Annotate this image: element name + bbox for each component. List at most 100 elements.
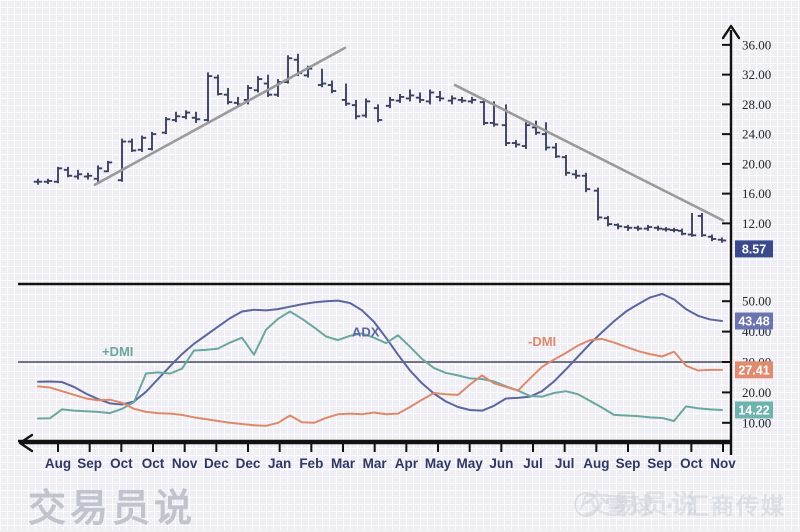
ohlc-bar	[405, 89, 415, 102]
x-tick-label: Dec	[204, 456, 229, 471]
ohlc-bar	[351, 99, 361, 120]
ohlc-bar	[147, 131, 157, 151]
ohlc-bar	[511, 140, 521, 148]
y-tick-label: 16.00	[742, 186, 771, 201]
ohlc-bar	[63, 166, 73, 178]
x-tick-label: Oct	[142, 456, 165, 471]
ohlc-bar	[643, 224, 653, 231]
ohlc-bar	[707, 234, 717, 242]
ohlc-bar	[341, 83, 351, 106]
x-tick-label: Mar	[331, 456, 356, 471]
series-ADX	[37, 292, 723, 412]
ohlc-bar	[571, 169, 581, 179]
ohlc-bar	[83, 172, 93, 180]
y-tick-label: 12.00	[742, 216, 771, 231]
y-tick-label: 32.00	[742, 67, 771, 82]
ohlc-bar	[43, 178, 53, 184]
ohlc-bar	[661, 227, 671, 232]
x-tick-label: Jan	[268, 456, 291, 471]
ohlc-bar	[717, 237, 727, 243]
ohlc-bar	[653, 225, 663, 231]
badge-ADX-bg	[735, 312, 773, 330]
watermark-bottom-left: 交易员说	[28, 486, 197, 530]
ohlc-bar	[263, 74, 273, 97]
price-value-badge: 8.57	[735, 240, 773, 258]
ohlc-bar	[415, 92, 425, 103]
y-tick-label: 20.00	[742, 156, 771, 171]
x-tick-label: Aug	[45, 456, 71, 471]
y-tick-label: 10.00	[742, 415, 771, 430]
chart-labels: 36.00 32.00 28.00 24.00 20.00 16.00 12.00 50.00…	[45, 37, 773, 471]
ohlc-bar	[541, 122, 551, 151]
price-value-badge-bg	[735, 240, 773, 258]
price-value-badge-text: 8.57	[742, 242, 766, 256]
x-tick-label: Oct	[680, 456, 703, 471]
xueqiu-logo-icon	[574, 491, 600, 517]
downtrend-line	[453, 83, 725, 222]
chart-axes	[18, 24, 741, 455]
ohlc-bar	[117, 138, 127, 182]
badge-ADX-text: 43.48	[738, 314, 769, 328]
dmi-panel	[18, 292, 731, 427]
badge-ADX: 43.48	[735, 312, 773, 330]
x-tick-label: Nov	[710, 456, 736, 471]
ohlc-bar	[361, 98, 371, 118]
ohlc-bar	[677, 228, 687, 236]
ohlc-bar	[373, 104, 383, 123]
ohlc-bar	[669, 227, 679, 233]
ohlc-bar	[253, 76, 263, 93]
series-minus-DMI	[37, 337, 723, 427]
ohlc-bar	[457, 96, 467, 103]
y-axis-arrow-icon	[721, 24, 741, 40]
badge-minus-DMI-text: 27.41	[738, 363, 769, 377]
ohlc-bar	[385, 96, 395, 109]
ohlc-bar	[623, 224, 633, 231]
x-tick-label: Feb	[299, 456, 323, 471]
ohlc-bar	[551, 143, 561, 158]
x-tick-label: Sep	[616, 456, 641, 471]
ohlc-bar	[53, 166, 63, 184]
x-tick-label: Dec	[236, 456, 261, 471]
ohlc-bar	[213, 74, 223, 96]
ohlc-bar	[435, 90, 445, 102]
ohlc-bar	[467, 96, 477, 104]
x-axis-arrow-icon	[18, 433, 34, 453]
x-tick-label: Nov	[172, 456, 198, 471]
ohlc-bar	[191, 111, 201, 123]
ohlc-bar	[521, 122, 531, 149]
x-tick-label: Mar	[363, 456, 388, 471]
ohlc-bar	[127, 138, 137, 152]
ohlc-bar	[447, 95, 457, 105]
ohlc-bar	[395, 93, 405, 103]
ohlc-bar	[203, 72, 213, 122]
x-tick-label: Aug	[583, 456, 609, 471]
ohlc-bar	[103, 160, 113, 173]
x-tick-label: Jul	[523, 456, 543, 471]
y-tick-label: 24.00	[742, 127, 771, 142]
ohlc-bar	[687, 212, 697, 237]
badge-plus-DMI-bg	[735, 401, 773, 419]
y-tick-label: 36.00	[742, 37, 771, 52]
ohlc-bar	[223, 88, 233, 105]
y-tick-label: 50.00	[742, 294, 771, 309]
badge-minus-DMI-bg	[735, 361, 773, 379]
ohlc-bar	[137, 135, 147, 152]
x-tick-label: May	[425, 456, 452, 471]
ohlc-bar	[561, 154, 571, 176]
ohlc-bar	[327, 80, 337, 94]
ohlc-bar	[613, 223, 623, 230]
x-tick-label: Apr	[395, 456, 419, 471]
x-tick-label: Sep	[647, 456, 672, 471]
y-tick-label: 28.00	[742, 97, 771, 112]
watermark-bottom-right-text: 雪球 · 汇商传媒	[605, 494, 786, 520]
badge-minus-DMI: 27.41	[735, 361, 773, 379]
x-tick-label: May	[457, 456, 484, 471]
ohlc-bar	[581, 172, 591, 193]
x-tick-label: Oct	[110, 456, 133, 471]
badge-plus-DMI-text: 14.22	[738, 403, 769, 417]
x-tick-label: Jun	[489, 456, 513, 471]
ohlc-bar	[73, 169, 83, 180]
ohlc-bar	[425, 89, 435, 105]
series-label-ADX: ADX	[352, 324, 380, 339]
